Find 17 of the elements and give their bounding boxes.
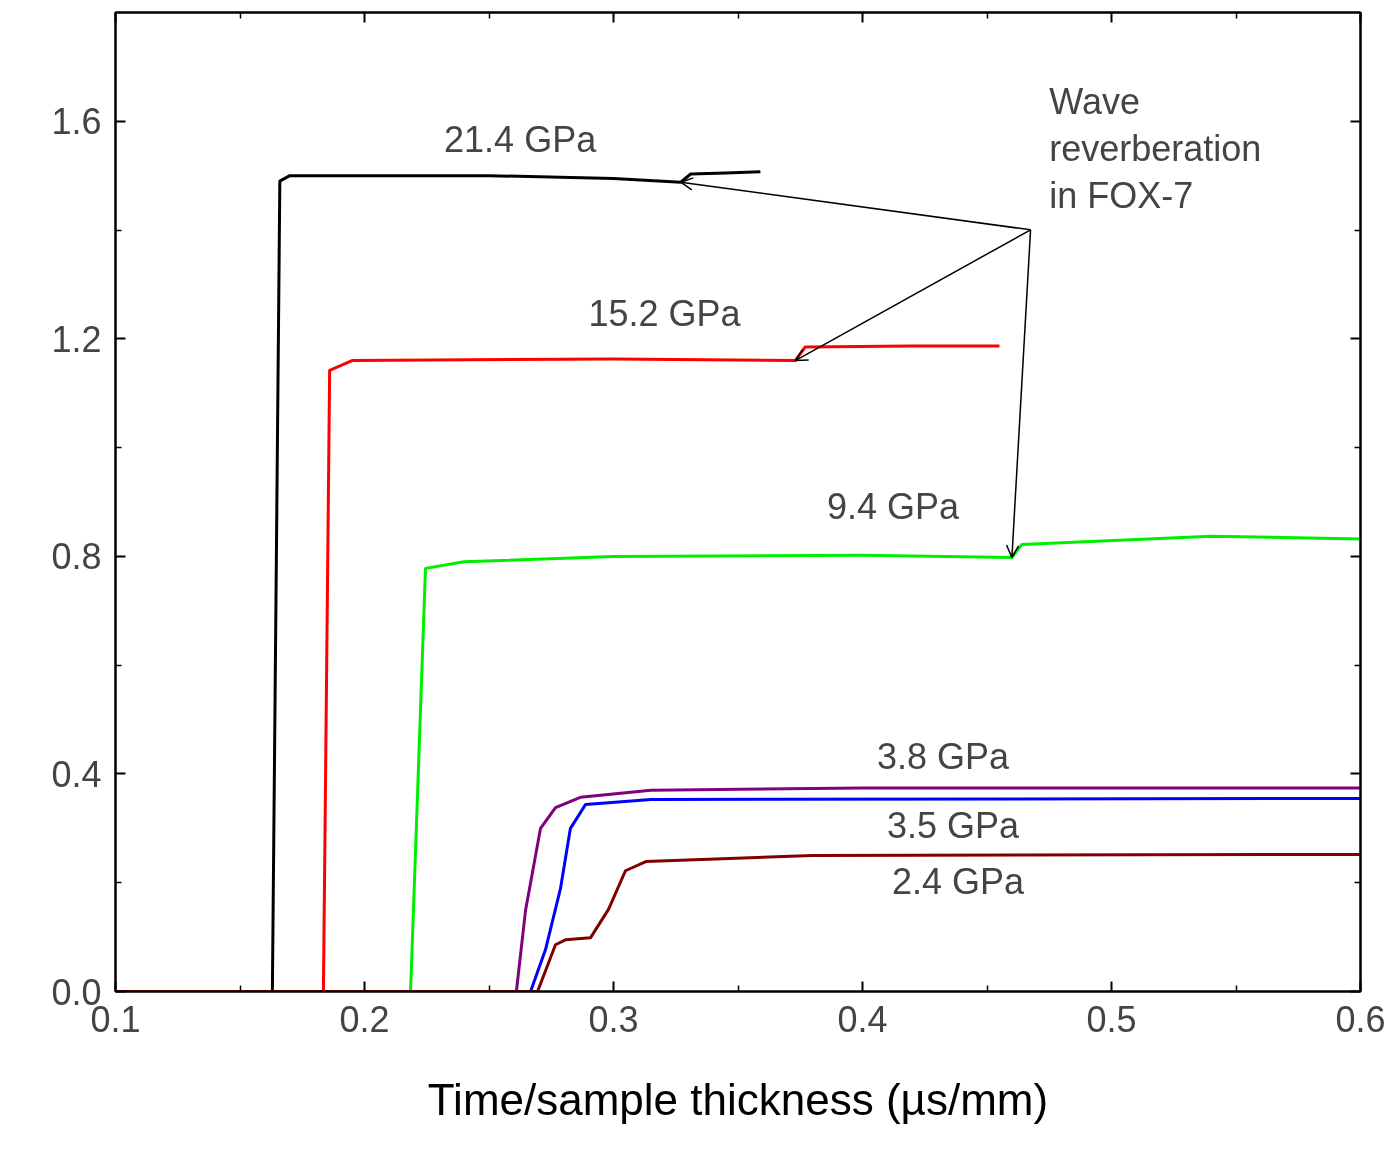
x-tick-label: 0.6 — [1335, 998, 1386, 1040]
y-tick-label: 0.4 — [51, 753, 102, 795]
series-label: 3.5 GPa — [886, 804, 1021, 846]
series-label: 21.4 GPa — [444, 119, 598, 161]
x-axis-title: Time/sample thickness (µs/mm) — [427, 1074, 1049, 1124]
y-tick-label: 1.6 — [51, 101, 102, 143]
series-label: 2.4 GPa — [891, 860, 1026, 902]
x-tick-label: 0.5 — [1086, 998, 1137, 1040]
series-label: 3.8 GPa — [877, 735, 1011, 777]
x-tick-label: 0.4 — [837, 998, 888, 1040]
y-tick-label: 1.2 — [51, 318, 102, 360]
y-tick-label: 0.8 — [51, 536, 102, 578]
x-tick-label: 0.3 — [588, 998, 639, 1040]
series-label: 9.4 GPa — [826, 486, 961, 528]
series-label: 15.2 GPa — [588, 293, 742, 335]
x-tick-label: 0.2 — [339, 998, 390, 1040]
annotation: Wave reverberation in FOX-7 — [1049, 81, 1262, 217]
